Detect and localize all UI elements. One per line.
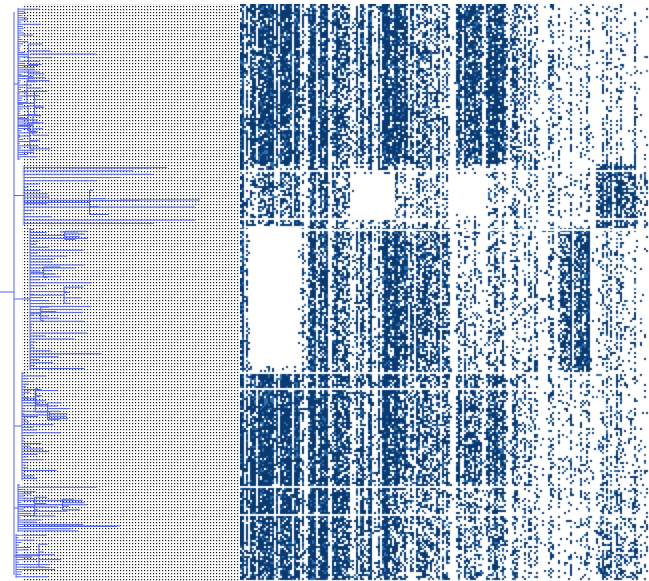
leader-lines-area <box>22 4 240 581</box>
phylogenetic-tree <box>0 4 240 581</box>
tree-branches <box>0 8 200 578</box>
presence-absence-matrix <box>240 4 649 581</box>
